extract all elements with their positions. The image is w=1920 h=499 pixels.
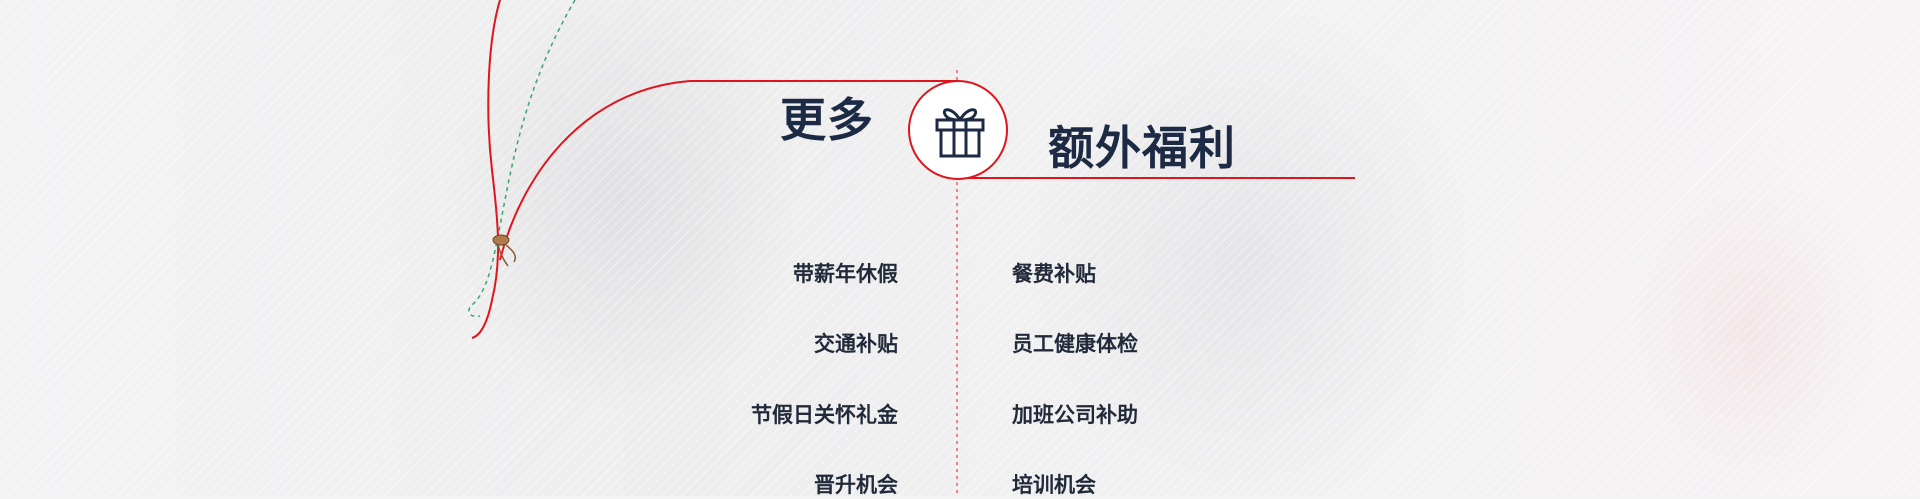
gift-icon bbox=[935, 108, 985, 158]
benefit-right-1: 餐费补贴 bbox=[1012, 262, 1096, 286]
red-string bbox=[471, 0, 501, 339]
benefit-left-2: 交通补贴 bbox=[814, 332, 898, 356]
benefit-left-1: 带薪年休假 bbox=[793, 262, 898, 286]
benefit-right-3: 加班公司补助 bbox=[1012, 403, 1138, 427]
red-curve bbox=[499, 80, 957, 261]
heading-more: 更多 bbox=[780, 93, 874, 147]
benefit-left-4: 晋升机会 bbox=[814, 473, 898, 497]
knot-decoration bbox=[492, 234, 517, 267]
benefit-left-3: 节假日关怀礼金 bbox=[751, 403, 898, 427]
benefit-right-2: 员工健康体检 bbox=[1012, 332, 1138, 356]
heading-extra-benefits: 额外福利 bbox=[1048, 121, 1236, 175]
dashed-string bbox=[468, 0, 576, 318]
gift-badge bbox=[908, 80, 1008, 180]
benefit-right-4: 培训机会 bbox=[1012, 473, 1096, 497]
